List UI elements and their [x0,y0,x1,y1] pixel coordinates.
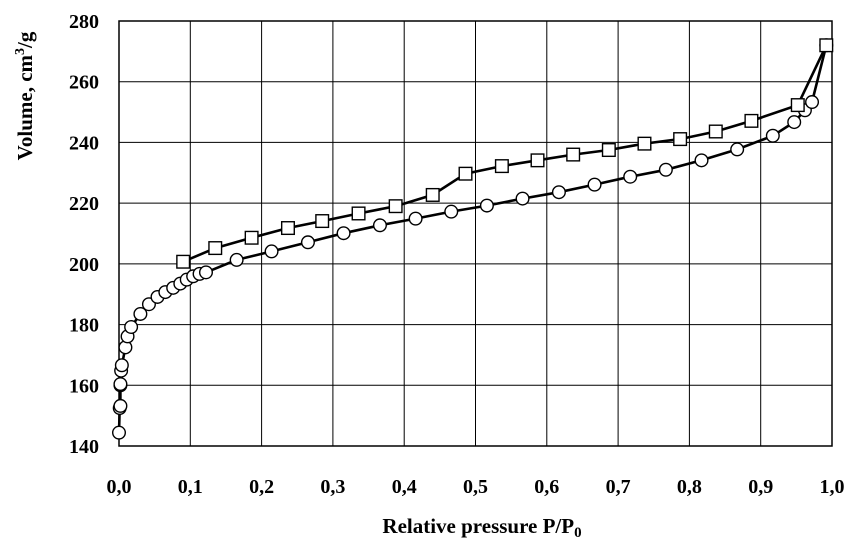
y-axis-title-superscript: 3 [13,48,28,55]
circle-marker [805,95,820,110]
square-marker [280,221,295,236]
y-axis-title-tail: /g [13,31,37,49]
square-marker [351,206,366,221]
square-marker [566,147,581,162]
series-line [182,44,828,263]
square-marker [388,199,403,214]
square-marker [530,153,545,168]
square-marker [425,187,440,202]
y-tick-label: 260 [69,72,99,94]
circle-marker [113,398,128,413]
desorption-series [176,38,834,269]
circle-marker [551,185,566,200]
circle-marker [111,425,126,440]
x-tick-label: 0,5 [463,476,488,498]
square-marker [819,38,834,53]
square-marker [790,98,805,113]
square-marker [601,143,616,158]
square-marker [458,166,473,181]
y-tick-label: 140 [69,436,99,458]
x-axis-title: Relative pressure P/P0 [382,514,581,541]
circle-marker [336,226,351,241]
circle-marker [198,265,213,280]
square-marker [176,254,191,269]
circle-marker [444,204,459,219]
series-line [117,44,828,433]
square-marker [494,159,509,174]
y-axis-title: Volume, cm3/g [13,31,37,160]
square-marker [744,113,759,128]
x-tick-label: 0,6 [534,476,559,498]
y-tick-label: 220 [69,193,99,215]
circle-marker [133,306,148,321]
y-tick-label: 160 [69,375,99,397]
x-tick-label: 1,0 [820,476,845,498]
adsorption-series [111,38,834,440]
circle-marker [587,177,602,192]
plot-frame [118,20,833,447]
circle-marker [730,142,745,157]
circle-marker [658,162,673,177]
x-tick-label: 0,0 [107,476,132,498]
square-marker [244,230,259,245]
circle-marker [300,235,315,250]
series [111,38,834,440]
square-marker [708,124,723,139]
x-tick-label: 0,4 [392,476,417,498]
square-marker [673,132,688,147]
circle-marker [124,320,139,335]
x-tick-label: 0,1 [178,476,203,498]
square-marker [315,214,330,229]
circle-marker [623,169,638,184]
circle-marker [372,218,387,233]
x-tick-label: 0,8 [677,476,702,498]
y-tick-label: 200 [69,254,99,276]
x-tick-label: 0,2 [249,476,274,498]
circle-marker [229,252,244,267]
circle-marker [113,377,128,392]
grid [118,20,833,447]
y-tick-label: 240 [69,132,99,154]
circle-marker [114,358,129,373]
circle-marker [479,198,494,213]
x-tick-label: 0,9 [748,476,773,498]
x-tick-label: 0,3 [320,476,345,498]
square-marker [208,241,223,256]
circle-marker [765,128,780,143]
circle-marker [515,191,530,206]
tick-labels: 0,0 0,1 0,2 0,3 0,4 0,5 0,6 0,7 0,8 0,9 1,0 140 160 1… [69,11,845,498]
square-marker [637,136,652,151]
y-tick-label: 280 [69,11,99,33]
x-tick-label: 0,7 [606,476,631,498]
x-axis-title-subscript: 0 [574,525,582,541]
y-tick-label: 180 [69,315,99,337]
circle-marker [787,115,802,130]
circle-marker [264,244,279,259]
circle-marker [694,153,709,168]
circle-marker [408,211,423,226]
